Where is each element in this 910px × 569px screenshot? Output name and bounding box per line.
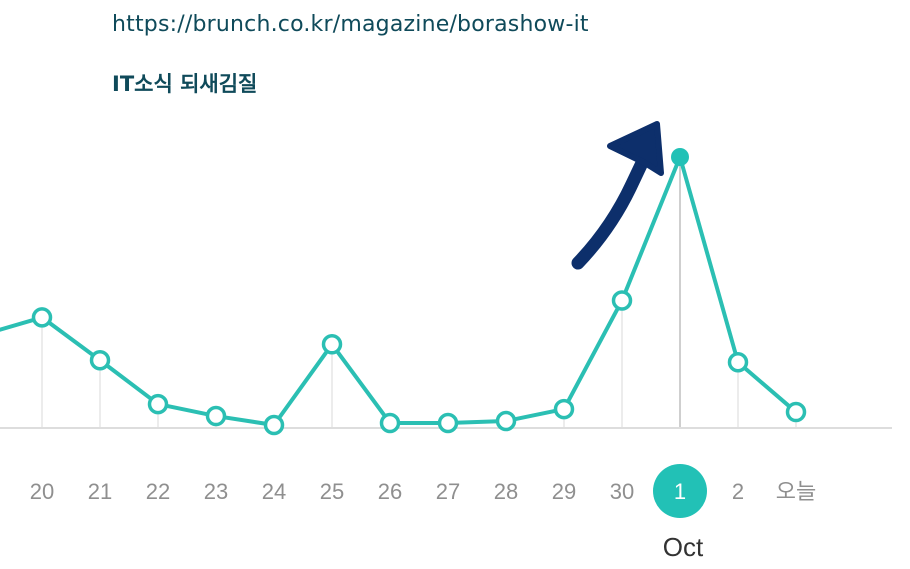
tick-label-1[interactable]: 1: [674, 479, 686, 504]
tick-label-25[interactable]: 25: [320, 479, 344, 504]
tick-label-20[interactable]: 20: [30, 479, 54, 504]
data-point-29[interactable]: [553, 398, 575, 420]
data-point-28[interactable]: [495, 410, 517, 432]
data-points: [31, 148, 807, 436]
data-point-22[interactable]: [147, 393, 169, 415]
data-point-27[interactable]: [437, 412, 459, 434]
month-label: Oct: [663, 532, 704, 562]
magazine-subtitle: IT소식 되새김질: [112, 72, 258, 96]
tick-label-24[interactable]: 24: [262, 479, 286, 504]
arrow-head: [607, 121, 664, 176]
arrow-shaft: [571, 158, 648, 270]
chart-gridlines: [41, 157, 797, 428]
annotation-arrow: [571, 121, 664, 270]
data-point-23[interactable]: [205, 405, 227, 427]
data-point-24[interactable]: [263, 414, 285, 436]
tick-label-27[interactable]: 27: [436, 479, 460, 504]
data-point-2[interactable]: [727, 351, 749, 373]
x-axis-ticks: 20 21 22 23 24 25 26 27 28 29 30 1 2 오늘: [30, 479, 816, 504]
data-point-20[interactable]: [31, 307, 53, 328]
tick-label-28[interactable]: 28: [494, 479, 518, 504]
data-point-오늘[interactable]: [785, 401, 807, 423]
tick-label-23[interactable]: 23: [204, 479, 228, 504]
data-point-30[interactable]: [611, 290, 633, 311]
tick-label-26[interactable]: 26: [378, 479, 402, 504]
tick-label-30[interactable]: 30: [610, 479, 634, 504]
selected-date-badge[interactable]: [653, 464, 707, 518]
tick-label-29[interactable]: 29: [552, 479, 576, 504]
data-point-26[interactable]: [379, 412, 401, 434]
data-point-25[interactable]: [321, 334, 343, 355]
page-url: https://brunch.co.kr/magazine/borashow-i…: [112, 12, 589, 37]
data-point-21[interactable]: [89, 350, 111, 371]
tick-label-22[interactable]: 22: [146, 479, 170, 504]
tick-label-2[interactable]: 2: [732, 479, 744, 504]
series-line: [0, 155, 798, 428]
tick-label-21[interactable]: 21: [88, 479, 112, 504]
tick-label-오늘[interactable]: 오늘: [776, 479, 816, 504]
data-point-1[interactable]: [671, 148, 689, 166]
